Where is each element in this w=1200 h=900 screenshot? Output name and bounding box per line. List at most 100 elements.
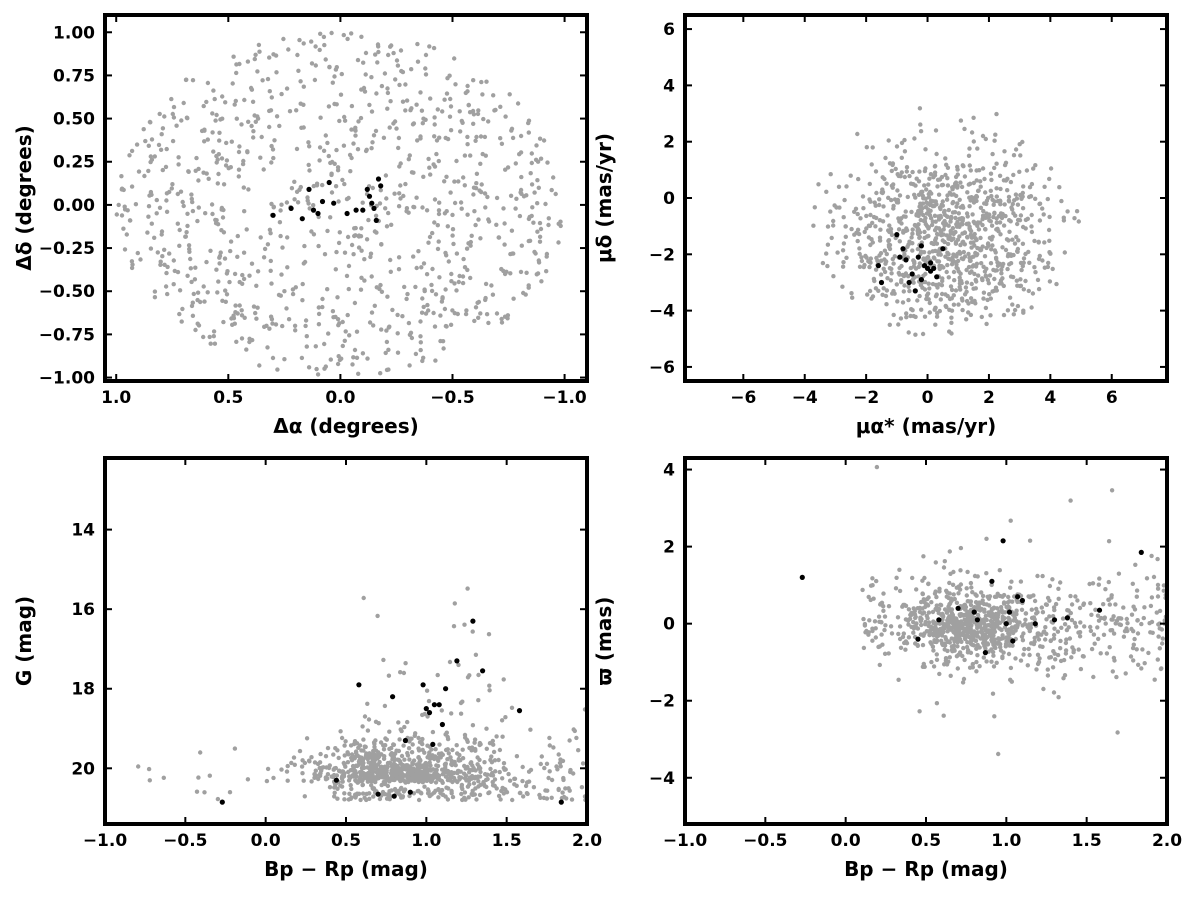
field-star — [923, 196, 928, 201]
field-star — [462, 183, 467, 188]
field-star — [1130, 581, 1136, 586]
field-star — [269, 281, 274, 286]
field-star — [306, 365, 312, 370]
field-star — [220, 116, 225, 121]
field-star — [440, 296, 445, 301]
field-star — [549, 777, 555, 783]
field-star — [861, 264, 866, 270]
field-star — [951, 616, 957, 621]
field-star — [284, 200, 290, 205]
field-star — [983, 136, 988, 142]
field-star — [954, 262, 959, 267]
field-star — [1023, 617, 1028, 622]
field-star — [989, 606, 995, 612]
field-star — [865, 292, 870, 297]
field-star — [1048, 638, 1053, 644]
field-star — [268, 231, 273, 236]
field-star — [947, 549, 952, 554]
field-star — [992, 594, 998, 599]
field-star — [396, 145, 401, 151]
field-star — [976, 188, 981, 193]
field-star — [980, 633, 985, 638]
field-star — [411, 777, 416, 782]
field-star — [334, 65, 339, 70]
field-star — [460, 797, 465, 803]
field-star — [861, 206, 866, 211]
field-star — [916, 274, 921, 279]
field-star — [825, 242, 831, 247]
field-star — [326, 331, 331, 336]
field-star — [922, 229, 927, 235]
field-star — [339, 71, 344, 77]
field-star — [370, 761, 376, 767]
field-star — [321, 765, 326, 770]
field-star — [280, 245, 285, 250]
panel-sky: 1.0 0.5 0.0 −0.5 −1.0−1.00−0.75−0.50−0.250.0… — [12, 13, 589, 438]
field-star — [1026, 594, 1031, 599]
field-star — [1075, 598, 1080, 603]
field-star — [236, 174, 241, 179]
field-star — [442, 306, 448, 312]
field-star — [426, 240, 431, 245]
field-star — [505, 316, 510, 321]
field-star — [348, 169, 353, 174]
field-star — [246, 187, 251, 192]
field-star — [1032, 635, 1037, 641]
field-star — [322, 341, 327, 347]
field-star — [543, 201, 548, 207]
field-star — [359, 248, 364, 253]
field-star — [954, 600, 960, 605]
field-star — [990, 649, 996, 655]
field-star — [251, 304, 257, 309]
field-star — [383, 206, 388, 211]
field-star — [1037, 656, 1042, 661]
field-star — [371, 133, 377, 138]
field-star — [305, 195, 310, 200]
field-star — [295, 52, 300, 58]
field-star — [486, 320, 491, 326]
field-star — [975, 146, 980, 151]
field-star — [452, 56, 457, 61]
field-star — [942, 647, 947, 652]
field-star — [389, 776, 394, 781]
field-star — [375, 42, 381, 47]
field-star — [272, 138, 277, 143]
field-star — [513, 161, 518, 166]
field-star — [456, 279, 461, 285]
field-star — [926, 191, 931, 197]
field-star — [898, 316, 904, 321]
field-star — [136, 764, 141, 769]
x-tick-label: 0 — [922, 388, 934, 408]
field-star — [519, 174, 524, 180]
field-star — [935, 259, 940, 264]
field-star — [1123, 671, 1128, 676]
field-star — [478, 769, 483, 775]
field-star — [297, 37, 302, 43]
field-star — [927, 300, 932, 306]
field-star — [889, 183, 895, 188]
field-star — [1132, 636, 1137, 642]
field-star — [384, 367, 390, 373]
field-star — [360, 791, 366, 796]
field-star — [312, 77, 318, 83]
field-star — [437, 275, 442, 280]
field-star — [979, 590, 984, 595]
field-star — [1018, 658, 1024, 663]
field-star — [521, 794, 526, 799]
field-star — [195, 297, 200, 303]
field-star — [1060, 616, 1066, 621]
member-star — [420, 682, 426, 688]
field-star — [301, 261, 306, 266]
field-star — [160, 167, 165, 173]
field-star — [967, 628, 973, 633]
field-star — [309, 779, 314, 784]
field-star — [1160, 641, 1165, 646]
field-star — [162, 247, 167, 252]
field-star — [265, 766, 271, 772]
field-star — [365, 356, 370, 361]
field-star — [202, 790, 207, 795]
field-star — [469, 760, 474, 765]
field-star — [205, 137, 210, 142]
field-star — [279, 272, 284, 277]
field-star — [1013, 147, 1019, 152]
